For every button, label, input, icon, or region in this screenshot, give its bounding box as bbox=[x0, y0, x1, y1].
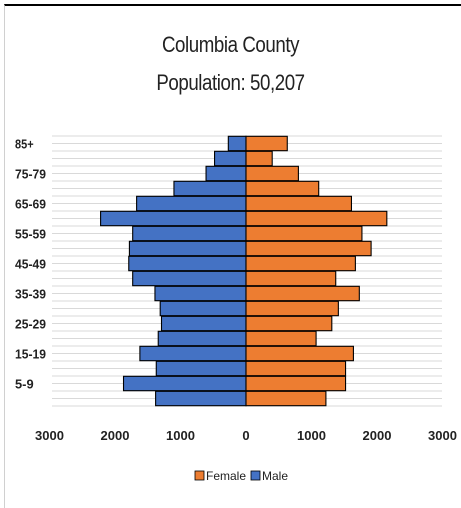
bar-male-5-9 bbox=[122, 375, 247, 392]
x-tick-label: 2000 bbox=[363, 428, 392, 443]
bar-female-10-14 bbox=[245, 360, 347, 377]
bar-male-15-19 bbox=[139, 345, 247, 362]
legend-swatch-male bbox=[250, 470, 261, 481]
bar-female-65-69 bbox=[245, 195, 353, 212]
y-tick-label: 45-49 bbox=[15, 257, 46, 272]
bar-male-30-34 bbox=[159, 300, 247, 317]
bar-female-35-39 bbox=[245, 285, 360, 302]
bar-male-65-69 bbox=[136, 195, 247, 212]
bar-female-25-29 bbox=[245, 315, 333, 332]
bar-male-35-39 bbox=[154, 285, 247, 302]
legend-label-male: Male bbox=[262, 469, 288, 483]
bar-male-60-64 bbox=[100, 210, 247, 227]
chart-title: Columbia County bbox=[161, 32, 300, 57]
bar-male-10-14 bbox=[155, 360, 247, 377]
bar-male-20-24 bbox=[157, 330, 247, 347]
x-tick-label: 0 bbox=[242, 428, 249, 443]
y-tick-label: 25-29 bbox=[15, 317, 46, 332]
y-tick-label: 65-69 bbox=[15, 197, 46, 212]
bar-female-45-49 bbox=[245, 255, 356, 272]
bar-female-80-84 bbox=[245, 150, 273, 167]
bar-male-45-49 bbox=[128, 255, 247, 272]
bar-male-70-74 bbox=[173, 180, 247, 197]
bar-female-5-9 bbox=[245, 375, 347, 392]
y-tick-label: 35-39 bbox=[15, 287, 46, 302]
y-tick-label: 15-19 bbox=[15, 347, 46, 362]
bar-male-0-4 bbox=[155, 390, 247, 407]
bar-male-50-54 bbox=[128, 240, 247, 257]
y-tick-label: 5-9 bbox=[15, 377, 34, 392]
y-tick-label: 55-59 bbox=[15, 227, 46, 242]
bar-male-80-84 bbox=[214, 150, 247, 167]
bar-female-70-74 bbox=[245, 180, 320, 197]
bar-male-25-29 bbox=[160, 315, 247, 332]
bar-female-15-19 bbox=[245, 345, 354, 362]
legend-swatch-female bbox=[194, 470, 205, 481]
chart-subtitle: Population: 50,207 bbox=[156, 70, 305, 95]
x-tick-label: 3000 bbox=[35, 428, 64, 443]
bar-male-85+ bbox=[227, 135, 247, 152]
bar-female-40-44 bbox=[245, 270, 337, 287]
bar-female-30-34 bbox=[245, 300, 339, 317]
legend-label-female: Female bbox=[206, 469, 246, 483]
bar-female-60-64 bbox=[245, 210, 388, 227]
x-tick-label: 1000 bbox=[166, 428, 195, 443]
y-tick-label: 75-79 bbox=[15, 167, 46, 182]
bar-male-40-44 bbox=[132, 270, 247, 287]
y-tick-label: 85+ bbox=[15, 137, 34, 152]
x-tick-label: 2000 bbox=[101, 428, 130, 443]
bar-male-55-59 bbox=[132, 225, 247, 242]
bar-female-55-59 bbox=[245, 225, 363, 242]
bar-male-75-79 bbox=[205, 165, 247, 182]
bar-female-0-4 bbox=[245, 390, 327, 407]
bar-female-75-79 bbox=[245, 165, 299, 182]
bar-female-50-54 bbox=[245, 240, 372, 257]
x-tick-label: 3000 bbox=[428, 428, 457, 443]
bar-female-20-24 bbox=[245, 330, 317, 347]
x-tick-label: 1000 bbox=[297, 428, 326, 443]
bar-female-85+ bbox=[245, 135, 288, 152]
